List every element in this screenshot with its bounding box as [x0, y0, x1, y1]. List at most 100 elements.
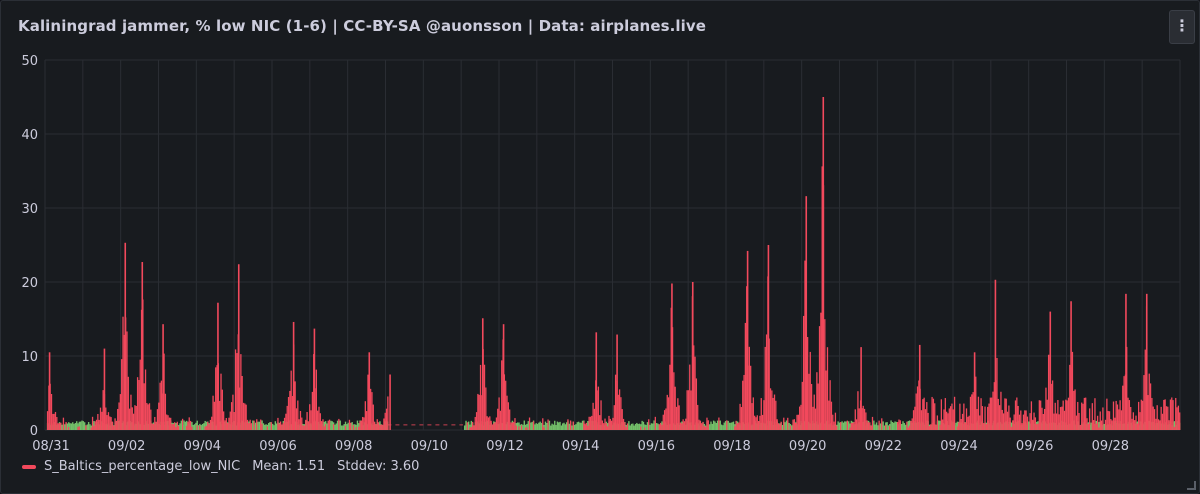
value-bar	[799, 406, 801, 430]
baseline-bar	[81, 420, 83, 430]
baseline-bar	[342, 425, 344, 430]
value-bar	[1099, 411, 1101, 430]
baseline-bar	[630, 423, 633, 430]
value-bar	[532, 421, 535, 430]
value-bar	[948, 408, 950, 430]
baseline-bar	[464, 425, 466, 430]
resize-handle[interactable]	[1187, 481, 1196, 490]
value-bar	[826, 347, 829, 430]
value-bar	[1021, 423, 1023, 430]
baseline-bar	[330, 420, 332, 430]
value-bar	[1017, 405, 1019, 430]
value-bar	[305, 419, 307, 430]
baseline-bar	[875, 422, 878, 430]
baseline-bar	[465, 420, 467, 430]
legend-stddev: Stddev: 3.60	[337, 459, 420, 474]
baseline-bar	[938, 420, 940, 430]
value-bar	[942, 419, 944, 430]
value-bar	[1008, 405, 1010, 430]
baseline-bar	[544, 421, 547, 430]
baseline-bar	[180, 420, 183, 430]
value-bar	[738, 422, 740, 430]
value-bar	[301, 417, 303, 430]
value-bar	[323, 426, 325, 430]
baseline-bar	[551, 423, 553, 430]
baseline-bar	[258, 421, 261, 430]
kebab-menu-icon[interactable]: ⋮	[1169, 10, 1195, 44]
value-bar	[1177, 405, 1180, 430]
value-bar	[315, 369, 317, 430]
baseline-bar	[711, 423, 714, 430]
value-bar	[303, 425, 306, 430]
value-bar	[1091, 403, 1093, 430]
baseline-bar	[331, 421, 333, 430]
value-bar	[547, 419, 549, 430]
value-bar	[196, 425, 198, 430]
value-bar	[739, 403, 741, 430]
value-bar	[283, 417, 286, 430]
baseline-bar	[728, 422, 731, 430]
legend[interactable]: S_Baltics_percentage_low_NIC Mean: 1.51 …	[22, 459, 419, 474]
value-bar	[914, 406, 916, 430]
value-bar	[1171, 397, 1173, 430]
value-bar	[756, 415, 758, 430]
value-bar	[1134, 420, 1136, 430]
value-bar	[46, 411, 49, 430]
value-bar	[381, 424, 384, 430]
value-bar	[965, 408, 968, 430]
baseline-bar	[646, 422, 649, 430]
value-bar	[608, 415, 610, 430]
value-bar	[1059, 407, 1062, 430]
value-bar	[1036, 424, 1038, 430]
value-bar	[773, 394, 776, 430]
baseline-bar	[68, 422, 70, 430]
value-bar	[1096, 415, 1099, 430]
baseline-bar	[204, 420, 206, 430]
peak-bar	[691, 282, 694, 430]
x-tick-label: 09/26	[1016, 439, 1053, 454]
value-bar	[188, 417, 190, 430]
value-bar	[110, 417, 112, 430]
value-bar	[817, 383, 819, 430]
baseline-bar	[1090, 422, 1092, 430]
value-bar	[885, 424, 887, 430]
value-bar	[753, 415, 756, 430]
value-bar	[779, 424, 781, 430]
x-tick-label: 09/02	[108, 439, 145, 454]
value-bar	[105, 407, 107, 430]
value-bar	[277, 417, 279, 430]
value-bar	[946, 411, 948, 430]
baseline-bar	[649, 424, 651, 430]
value-bar	[881, 418, 883, 430]
baseline-bar	[1098, 421, 1100, 430]
value-bar	[752, 397, 754, 430]
baseline-bar	[882, 421, 884, 430]
baseline-bar	[732, 421, 735, 430]
peak-bar	[292, 321, 295, 430]
baseline-bar	[86, 424, 89, 430]
value-bar	[1092, 420, 1095, 430]
value-bar	[332, 424, 335, 430]
value-bar	[644, 427, 646, 430]
value-bar	[1029, 413, 1031, 430]
baseline-bar	[184, 421, 187, 430]
baseline-bar	[556, 421, 559, 430]
value-bar	[147, 404, 149, 430]
value-bar	[746, 286, 748, 430]
value-bar	[963, 403, 965, 430]
value-bar	[960, 418, 962, 430]
value-bar	[726, 420, 728, 430]
value-bar	[1013, 414, 1015, 430]
value-bar	[1148, 373, 1150, 430]
value-bar	[85, 425, 87, 430]
value-bar	[1116, 404, 1119, 430]
value-bar	[318, 406, 320, 430]
value-bar	[520, 425, 523, 430]
baseline-bar	[785, 420, 788, 430]
value-bar	[699, 420, 702, 430]
value-bar	[297, 400, 299, 430]
baseline-bar	[470, 420, 473, 430]
baseline-bar	[587, 421, 589, 430]
value-bar	[969, 396, 972, 430]
value-bar	[155, 421, 157, 430]
